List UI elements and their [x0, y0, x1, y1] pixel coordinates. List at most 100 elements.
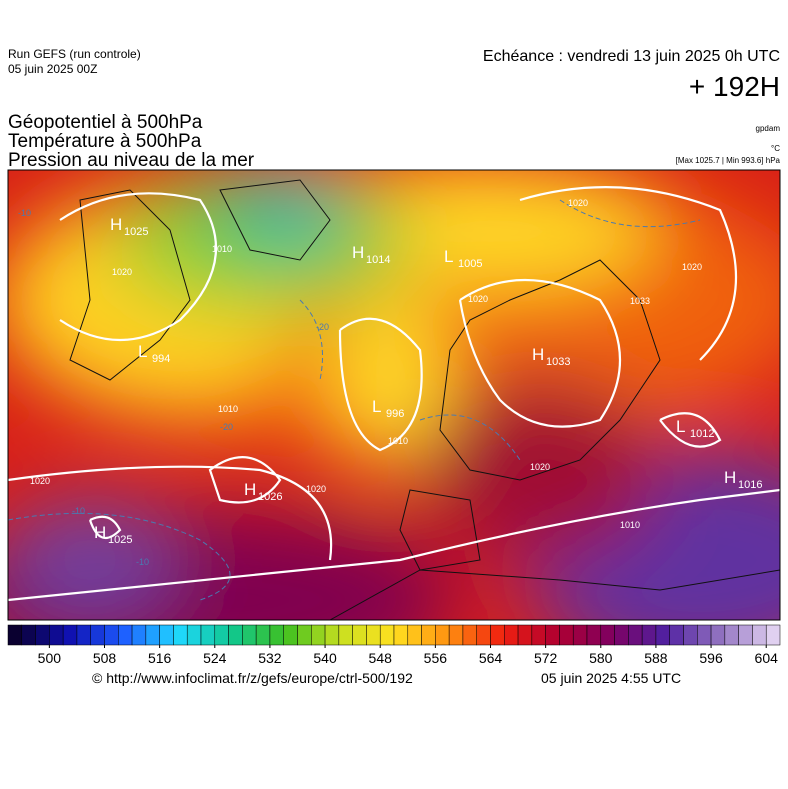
center-value: 1025: [108, 534, 132, 546]
center-value: 1025: [124, 226, 148, 238]
colorbar-cell: [628, 624, 643, 646]
colorbar-tick-label: 556: [424, 650, 448, 666]
colorbar-cell: [21, 624, 36, 646]
center-kind: L: [676, 417, 685, 436]
isobar-label: 1020: [112, 267, 132, 277]
center-kind: H: [94, 523, 106, 542]
run-date: 05 juin 2025 00Z: [8, 62, 97, 76]
colorbar-cell: [517, 624, 533, 646]
colorbar-tick-label: 500: [38, 650, 62, 666]
center-value: 996: [386, 408, 404, 420]
isobar-label: 1020: [682, 262, 702, 272]
map: [8, 170, 780, 620]
colorbar-cell: [283, 624, 298, 646]
colorbar-cell: [724, 624, 739, 646]
colorbar-cell: [7, 624, 23, 646]
colorbar-cell: [379, 624, 395, 646]
colorbar-cell: [476, 624, 491, 646]
isobar-label: 1020: [530, 462, 550, 472]
colorbar-cell: [462, 624, 477, 646]
colorbar-cell: [655, 624, 670, 646]
center-value: 1033: [546, 356, 570, 368]
colorbar-cell: [669, 624, 684, 646]
colorbar-cell: [641, 624, 657, 646]
isobar-label: 1010: [388, 436, 408, 446]
center-value: 1016: [738, 479, 762, 491]
colorbar-cell: [738, 624, 753, 646]
colorbar-cell: [366, 624, 381, 646]
colorbar-cell: [614, 624, 629, 646]
isobar-label: 1020: [468, 294, 488, 304]
colorbar-tick-label: 540: [313, 650, 337, 666]
colorbar-tick-label: 596: [699, 650, 723, 666]
colorbar-cell: [752, 624, 767, 646]
colorbar-tick-label: 548: [369, 650, 393, 666]
colorbar-cell: [49, 624, 64, 646]
colorbar-cell: [600, 624, 615, 646]
colorbar-tick-label: 580: [589, 650, 613, 666]
colorbar-cell: [200, 624, 216, 646]
colorbar-cell: [531, 624, 546, 646]
run-name: Run GEFS (run controle): [8, 47, 141, 61]
lead-time: + 192H: [689, 71, 780, 102]
unit: °C: [771, 144, 780, 153]
colorbar-tick-label: 524: [203, 650, 227, 666]
colorbar-cell: [159, 624, 174, 646]
colorbar-cell: [269, 624, 284, 646]
isobar-label: 1010: [218, 404, 238, 414]
center-kind: H: [352, 243, 364, 262]
colorbar-cell: [173, 624, 188, 646]
colorbar-cell: [697, 624, 712, 646]
center-kind: L: [444, 247, 453, 266]
temperature-label: -10: [136, 557, 149, 567]
colorbar-cell: [255, 624, 271, 646]
colorbar-tick-label: 588: [644, 650, 668, 666]
center-kind: H: [244, 480, 256, 499]
valid-time: Echéance : vendredi 13 juin 2025 0h UTC: [483, 48, 780, 65]
colorbar-cell: [407, 624, 422, 646]
center-kind: H: [110, 215, 122, 234]
center-kind: L: [372, 397, 381, 416]
unit: [Max 1025.7 | Min 993.6] hPa: [676, 156, 781, 165]
colorbar-cell: [35, 624, 50, 646]
source: © http://www.infoclimat.fr/z/gefs/europe…: [92, 670, 413, 686]
colorbar-cell: [435, 624, 450, 646]
colorbar-tick-label: 604: [755, 650, 779, 666]
center-value: 1026: [258, 491, 282, 503]
colorbar-cell: [338, 624, 353, 646]
colorbar-tick-label: 564: [479, 650, 503, 666]
center-value: 994: [152, 353, 170, 365]
colorbar-tick-label: 508: [93, 650, 117, 666]
colorbar-cell: [393, 624, 409, 646]
isobar-label: 1020: [306, 484, 326, 494]
colorbar-cell: [324, 624, 340, 646]
temperature-label: -10: [72, 506, 85, 516]
colorbar-cell: [545, 624, 560, 646]
generated: 05 juin 2025 4:55 UTC: [541, 670, 681, 686]
colorbar-cell: [559, 624, 574, 646]
colorbar-cell: [228, 624, 243, 646]
colorbar-cell: [242, 624, 257, 646]
colorbar-cell: [214, 624, 229, 646]
colorbar-cell: [490, 624, 505, 646]
colorbar: 500 508 516 524 532 540 548 556 564 572 580 588 596 6…: [7, 624, 781, 666]
field-name: Température à 500hPa: [8, 131, 202, 152]
colorbar-cell: [448, 624, 464, 646]
center-kind: L: [138, 342, 147, 361]
field-name: Géopotentiel à 500hPa: [8, 112, 203, 133]
colorbar-cell: [104, 624, 119, 646]
isobar-label: 1033: [630, 296, 650, 306]
center-value: 1005: [458, 258, 482, 270]
colorbar-cell: [683, 624, 698, 646]
colorbar-cell: [297, 624, 312, 646]
isobar-label: 1010: [620, 520, 640, 530]
colorbar-cell: [765, 624, 781, 646]
colorbar-cell: [62, 624, 78, 646]
temperature-label: -20: [220, 422, 233, 432]
colorbar-cell: [586, 624, 602, 646]
colorbar-tick-label: 572: [534, 650, 558, 666]
colorbar-cell: [145, 624, 160, 646]
field-name: Pression au niveau de la mer: [8, 150, 255, 171]
isobar-label: 1020: [30, 476, 50, 486]
